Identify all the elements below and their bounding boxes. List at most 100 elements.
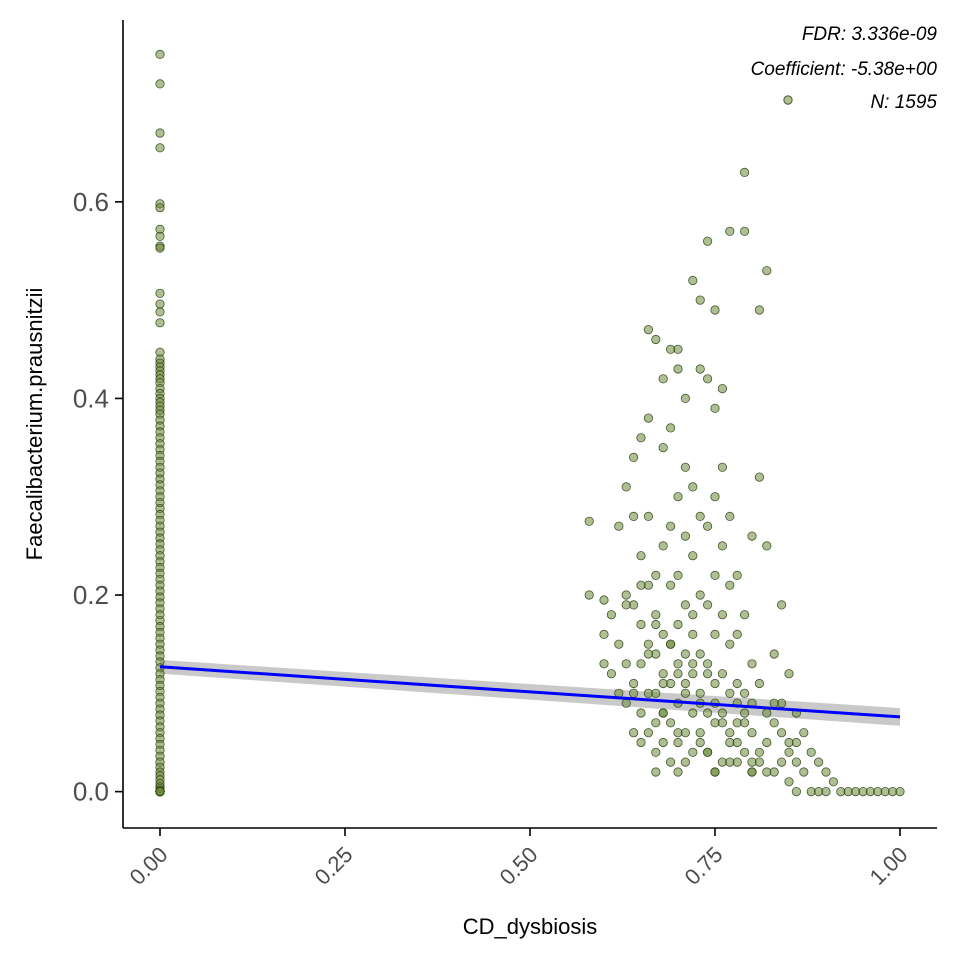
data-point xyxy=(739,226,750,236)
data-point xyxy=(739,688,750,698)
data-point xyxy=(643,511,654,522)
data-point xyxy=(710,305,720,315)
data-point xyxy=(155,318,165,328)
data-point xyxy=(791,757,802,767)
data-point xyxy=(821,767,831,777)
data-point xyxy=(710,767,720,777)
data-point xyxy=(821,786,831,797)
data-point xyxy=(895,786,905,797)
data-point xyxy=(695,737,705,748)
data-point xyxy=(747,728,757,738)
data-point xyxy=(606,669,617,679)
data-point xyxy=(636,737,646,748)
data-point xyxy=(651,610,661,620)
data-point xyxy=(702,521,713,531)
data-point xyxy=(673,364,683,374)
data-point xyxy=(628,678,639,689)
data-point xyxy=(769,649,779,659)
data-point xyxy=(799,767,809,777)
data-point xyxy=(695,364,705,374)
data-point xyxy=(155,128,165,138)
x-axis-title: CD_dysbiosis xyxy=(463,914,598,939)
data-point xyxy=(628,452,639,462)
data-point xyxy=(747,531,757,541)
data-points-layer xyxy=(155,49,905,797)
data-point xyxy=(673,659,683,669)
data-point xyxy=(784,747,794,757)
data-point xyxy=(658,629,668,640)
data-point xyxy=(621,590,631,600)
data-point xyxy=(155,203,165,213)
data-point xyxy=(680,393,691,403)
data-point xyxy=(643,324,654,335)
data-point xyxy=(688,275,698,286)
data-point xyxy=(739,718,750,728)
data-point xyxy=(636,619,646,630)
data-point xyxy=(710,492,720,502)
data-point xyxy=(658,669,668,679)
data-point xyxy=(762,737,772,748)
data-point xyxy=(680,757,691,767)
data-point xyxy=(636,580,646,590)
data-point xyxy=(155,243,165,253)
regression-line-layer xyxy=(159,665,901,719)
data-point xyxy=(636,551,646,561)
data-point xyxy=(658,737,668,748)
data-point xyxy=(710,570,720,581)
data-point xyxy=(688,610,698,620)
data-point xyxy=(754,678,765,689)
data-point xyxy=(762,708,772,718)
data-point xyxy=(636,433,646,443)
data-point xyxy=(717,669,728,679)
data-point xyxy=(702,600,713,610)
data-point xyxy=(702,708,713,718)
y-tick-label: 0.0 xyxy=(73,777,109,807)
data-point xyxy=(155,299,165,309)
data-point xyxy=(747,767,757,777)
data-point xyxy=(688,551,698,561)
data-point xyxy=(658,708,668,718)
data-point xyxy=(665,521,676,531)
data-point xyxy=(621,659,631,669)
data-point xyxy=(725,226,735,236)
data-point xyxy=(680,462,691,472)
fdr-annotation: FDR: 3.336e-09 xyxy=(802,24,938,45)
data-point xyxy=(643,649,654,659)
data-point xyxy=(732,570,742,581)
x-tick-label: 0.50 xyxy=(495,842,543,890)
data-point xyxy=(732,678,742,689)
data-point xyxy=(628,688,639,698)
data-point xyxy=(695,649,705,659)
data-point xyxy=(680,531,691,541)
data-point xyxy=(813,757,824,767)
data-point xyxy=(791,786,802,797)
data-point xyxy=(769,698,779,708)
data-point xyxy=(599,629,609,640)
data-point xyxy=(651,767,661,777)
data-point xyxy=(606,610,617,620)
y-tick-label: 0.2 xyxy=(73,580,109,610)
data-point xyxy=(651,718,661,728)
data-point xyxy=(643,639,654,649)
data-point xyxy=(665,580,676,590)
data-point xyxy=(155,231,165,241)
data-point xyxy=(680,728,691,738)
data-point xyxy=(754,472,765,482)
data-point xyxy=(799,728,809,738)
data-point xyxy=(717,383,728,394)
coefficient-annotation: Coefficient: -5.38e+00 xyxy=(751,59,938,80)
data-point xyxy=(658,442,668,453)
data-point xyxy=(695,688,705,698)
x-tick-label: 1.00 xyxy=(865,842,913,890)
data-point xyxy=(155,288,165,298)
data-point xyxy=(680,649,691,659)
data-point xyxy=(680,600,691,610)
data-point xyxy=(769,767,779,777)
y-tick-label: 0.6 xyxy=(73,187,109,217)
data-point xyxy=(658,541,668,551)
data-point xyxy=(702,236,713,246)
data-point xyxy=(688,708,698,718)
data-point xyxy=(621,698,631,708)
data-point xyxy=(725,639,735,649)
